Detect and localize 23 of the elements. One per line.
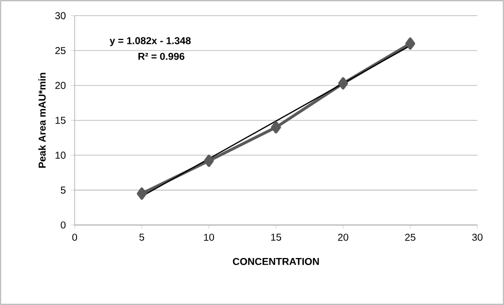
annotation: R² = 0.996 xyxy=(138,52,184,60)
y-tick-label: 30 xyxy=(55,12,66,20)
y-tick-label: 5 xyxy=(60,186,66,194)
y-axis-title: Peak Area mAU*min xyxy=(38,72,46,168)
x-tick-label: 10 xyxy=(204,234,214,241)
x-tick-label: 30 xyxy=(472,234,482,241)
x-tick-label: 20 xyxy=(338,234,348,241)
x-tick-label: 15 xyxy=(271,234,282,241)
y-tick-label: 10 xyxy=(56,152,66,159)
x-axis-title: CONCENTRATION xyxy=(232,258,319,266)
x-tick-label: 5 xyxy=(139,234,144,241)
y-tick-label: 20 xyxy=(55,82,66,89)
x-tick-label: 25 xyxy=(405,234,416,241)
point xyxy=(204,154,214,167)
y-tick-label: 25 xyxy=(55,47,66,54)
point xyxy=(405,37,416,50)
point xyxy=(136,187,147,200)
point xyxy=(338,77,348,90)
x-tick-label: 0 xyxy=(72,234,78,241)
y-tick-label: 0 xyxy=(60,221,66,229)
y-tick-label: 15 xyxy=(56,116,66,124)
point xyxy=(271,121,281,134)
annotation: y = 1.082x - 1.348 xyxy=(110,37,191,46)
